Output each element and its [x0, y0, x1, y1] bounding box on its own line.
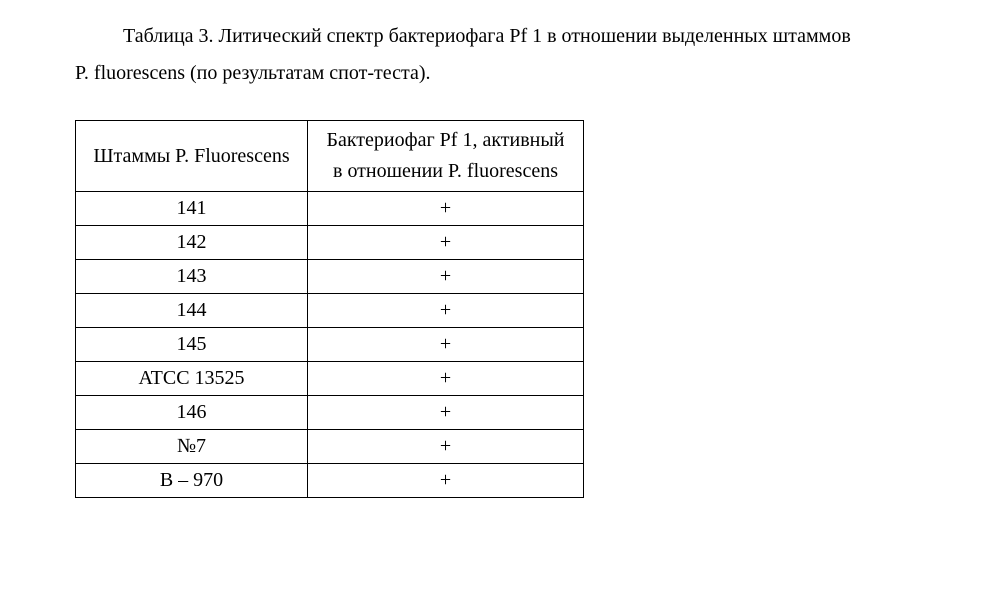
- activity-cell: +: [308, 260, 584, 294]
- strain-cell: 143: [76, 260, 308, 294]
- strain-cell: ATCC 13525: [76, 362, 308, 396]
- strain-cell: 144: [76, 294, 308, 328]
- column-header-strains: Штаммы P. Fluorescens: [76, 121, 308, 192]
- table-caption: Таблица 3. Литический спектр бактериофаг…: [75, 18, 970, 92]
- caption-line-1: Таблица 3. Литический спектр бактериофаг…: [75, 18, 970, 55]
- strain-cell: B – 970: [76, 464, 308, 498]
- document-page: Таблица 3. Литический спектр бактериофаг…: [0, 0, 1000, 508]
- strain-cell: 145: [76, 328, 308, 362]
- strain-cell: 142: [76, 226, 308, 260]
- activity-cell: +: [308, 464, 584, 498]
- table-row: 146 +: [76, 396, 584, 430]
- strain-cell: №7: [76, 430, 308, 464]
- table-row: 142 +: [76, 226, 584, 260]
- lytic-spectrum-table: Штаммы P. Fluorescens Бактериофаг Pf 1, …: [75, 120, 584, 498]
- caption-line-2: P. fluorescens (по результатам спот-тест…: [75, 55, 970, 92]
- table-row: 143 +: [76, 260, 584, 294]
- activity-cell: +: [308, 328, 584, 362]
- table-header-row: Штаммы P. Fluorescens Бактериофаг Pf 1, …: [76, 121, 584, 192]
- table-row: 145 +: [76, 328, 584, 362]
- activity-cell: +: [308, 192, 584, 226]
- activity-cell: +: [308, 362, 584, 396]
- table-row: ATCC 13525 +: [76, 362, 584, 396]
- table-row: B – 970 +: [76, 464, 584, 498]
- strain-cell: 146: [76, 396, 308, 430]
- activity-cell: +: [308, 226, 584, 260]
- table-row: 141 +: [76, 192, 584, 226]
- strain-cell: 141: [76, 192, 308, 226]
- column-header-activity: Бактериофаг Pf 1, активныйв отношении P.…: [308, 121, 584, 192]
- table-row: 144 +: [76, 294, 584, 328]
- activity-cell: +: [308, 294, 584, 328]
- activity-cell: +: [308, 430, 584, 464]
- table-row: №7 +: [76, 430, 584, 464]
- activity-cell: +: [308, 396, 584, 430]
